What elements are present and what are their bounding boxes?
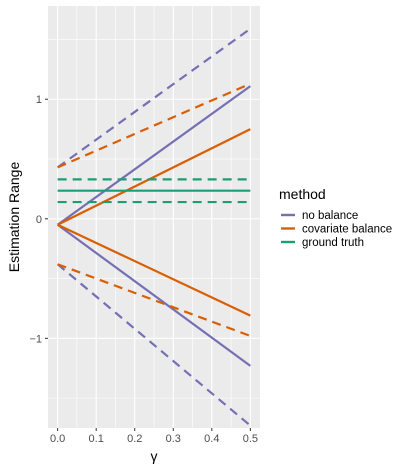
grid-major bbox=[48, 6, 260, 428]
legend-label-ground-truth: ground truth bbox=[302, 237, 364, 249]
y-tick-label: −1 bbox=[29, 333, 42, 345]
y-axis-ticks: −1 0 1 bbox=[29, 94, 48, 345]
series-line-no-balance-dashed bbox=[56, 263, 252, 427]
legend-title: method bbox=[279, 186, 326, 202]
x-tick-label: 0.1 bbox=[89, 433, 104, 445]
series-line-covariate-balance-solid bbox=[57, 128, 251, 226]
series-group bbox=[56, 27, 252, 427]
y-tick-label: 1 bbox=[36, 94, 42, 106]
series-line-no-balance-solid bbox=[56, 223, 252, 367]
y-tick-label: 0 bbox=[36, 214, 42, 226]
legend-label-no-balance: no balance bbox=[302, 210, 358, 222]
series-line-no-balance-dashed bbox=[56, 27, 252, 169]
x-axis-title: γ bbox=[151, 448, 158, 464]
x-tick-label: 0.0 bbox=[50, 433, 65, 445]
y-axis-title: Estimation Range bbox=[6, 162, 22, 273]
x-tick-label: 0.3 bbox=[166, 433, 181, 445]
grid-minor bbox=[48, 6, 260, 428]
legend: method no balance covariate balanceground… bbox=[279, 186, 392, 249]
x-tick-label: 0.2 bbox=[127, 433, 142, 445]
x-tick-label: 0.5 bbox=[243, 433, 258, 445]
x-tick-label: 0.4 bbox=[204, 433, 219, 445]
series-line-covariate-balance-dashed bbox=[57, 82, 251, 169]
legend-label-covariate-balance: covariate balance bbox=[302, 224, 392, 236]
x-axis-ticks: 0.0 0.1 0.2 0.3 0.4 0.5 bbox=[50, 428, 258, 445]
series-line-covariate-balance-solid bbox=[57, 223, 251, 317]
series-line-covariate-balance-dashed bbox=[57, 263, 251, 337]
